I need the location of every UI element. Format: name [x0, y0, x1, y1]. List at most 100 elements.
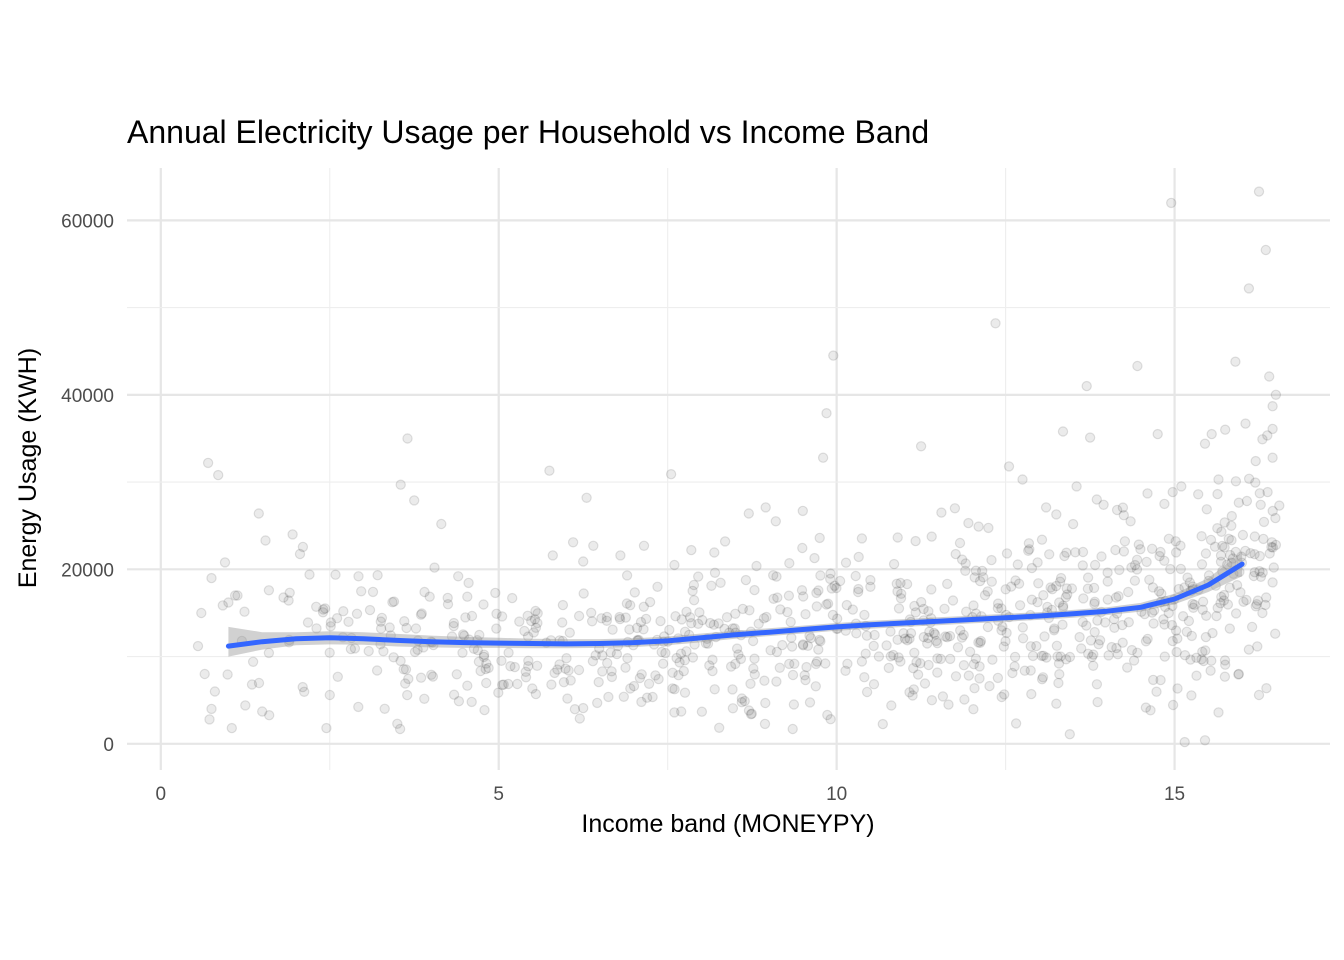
data-point [1207, 627, 1218, 639]
data-point [1148, 618, 1159, 629]
data-point [512, 678, 523, 690]
data-point [902, 635, 913, 646]
data-point [1133, 539, 1145, 550]
data-point [655, 615, 666, 627]
data-point [831, 582, 842, 594]
data-point [740, 574, 752, 586]
data-point [586, 607, 597, 619]
data-point [749, 669, 761, 680]
y-tick-label: 0 [103, 735, 114, 756]
data-point [1270, 512, 1281, 524]
data-point [1125, 516, 1136, 527]
data-point [918, 603, 929, 615]
data-point [493, 687, 504, 698]
data-point [915, 658, 926, 669]
data-point [707, 665, 718, 677]
data-point [970, 565, 982, 576]
data-point [503, 678, 514, 690]
data-point [1219, 659, 1231, 670]
data-point [910, 607, 921, 618]
data-point [1102, 567, 1113, 578]
data-point [814, 532, 825, 544]
data-point [751, 560, 762, 572]
data-point [935, 653, 946, 665]
data-point [737, 603, 749, 615]
data-point [760, 502, 771, 513]
data-point [1205, 534, 1217, 546]
data-point [1071, 481, 1082, 492]
data-point [1113, 591, 1124, 602]
data-point [1253, 689, 1265, 701]
data-point [332, 671, 343, 683]
data-point [402, 433, 413, 444]
data-point [212, 469, 224, 481]
data-point [349, 643, 361, 654]
data-point [620, 662, 631, 673]
data-point [950, 548, 961, 560]
data-point [1132, 647, 1143, 659]
data-point [733, 649, 744, 660]
data-point [1077, 616, 1088, 628]
data-point [1061, 583, 1073, 594]
data-point [1075, 643, 1087, 654]
data-point [629, 587, 641, 598]
data-point [881, 640, 892, 651]
data-point [999, 689, 1010, 700]
data-point [1131, 564, 1143, 575]
data-point [978, 572, 989, 583]
data-point [563, 665, 574, 676]
data-point [592, 697, 603, 709]
data-point [1218, 595, 1230, 606]
data-point [1269, 628, 1281, 639]
data-point [1061, 547, 1072, 558]
data-point [483, 662, 494, 674]
data-point [1009, 661, 1020, 672]
data-point [810, 658, 822, 670]
data-point [601, 615, 613, 627]
x-tick-label: 10 [826, 784, 847, 805]
data-point [319, 603, 331, 614]
data-point [811, 656, 823, 667]
data-point [1088, 582, 1100, 594]
smooth-line-layer [225, 561, 1245, 649]
data-point [1211, 610, 1222, 622]
y-tick-label: 20000 [61, 560, 114, 581]
data-point [676, 706, 687, 717]
data-point [578, 702, 589, 714]
data-point [1118, 546, 1130, 557]
data-point [736, 697, 748, 708]
data-point [338, 606, 349, 617]
data-point [918, 631, 930, 643]
data-point [1142, 488, 1153, 499]
data-point [1241, 594, 1252, 606]
data-point [821, 408, 832, 419]
data-point [223, 597, 234, 608]
data-point [859, 672, 870, 683]
data-point [529, 614, 541, 625]
data-point [1245, 548, 1256, 559]
data-point [811, 587, 822, 599]
data-point [832, 613, 843, 624]
data-point [1173, 583, 1185, 595]
data-point [873, 651, 885, 662]
data-point [820, 658, 831, 669]
data-point [457, 629, 469, 640]
data-point [640, 613, 652, 625]
data-point [1026, 688, 1037, 700]
data-point [520, 666, 532, 678]
data-point [1026, 594, 1038, 605]
data-point [996, 625, 1007, 636]
data-point [419, 586, 430, 598]
data-point [974, 575, 986, 587]
data-point [324, 647, 335, 658]
data-point [509, 661, 520, 673]
data-point [973, 521, 984, 532]
data-point [569, 704, 581, 715]
data-point [1250, 601, 1262, 612]
data-point [942, 578, 953, 590]
data-point [828, 350, 839, 361]
y-tick-label: 40000 [61, 386, 114, 407]
data-point [638, 624, 649, 635]
data-point [947, 595, 959, 606]
